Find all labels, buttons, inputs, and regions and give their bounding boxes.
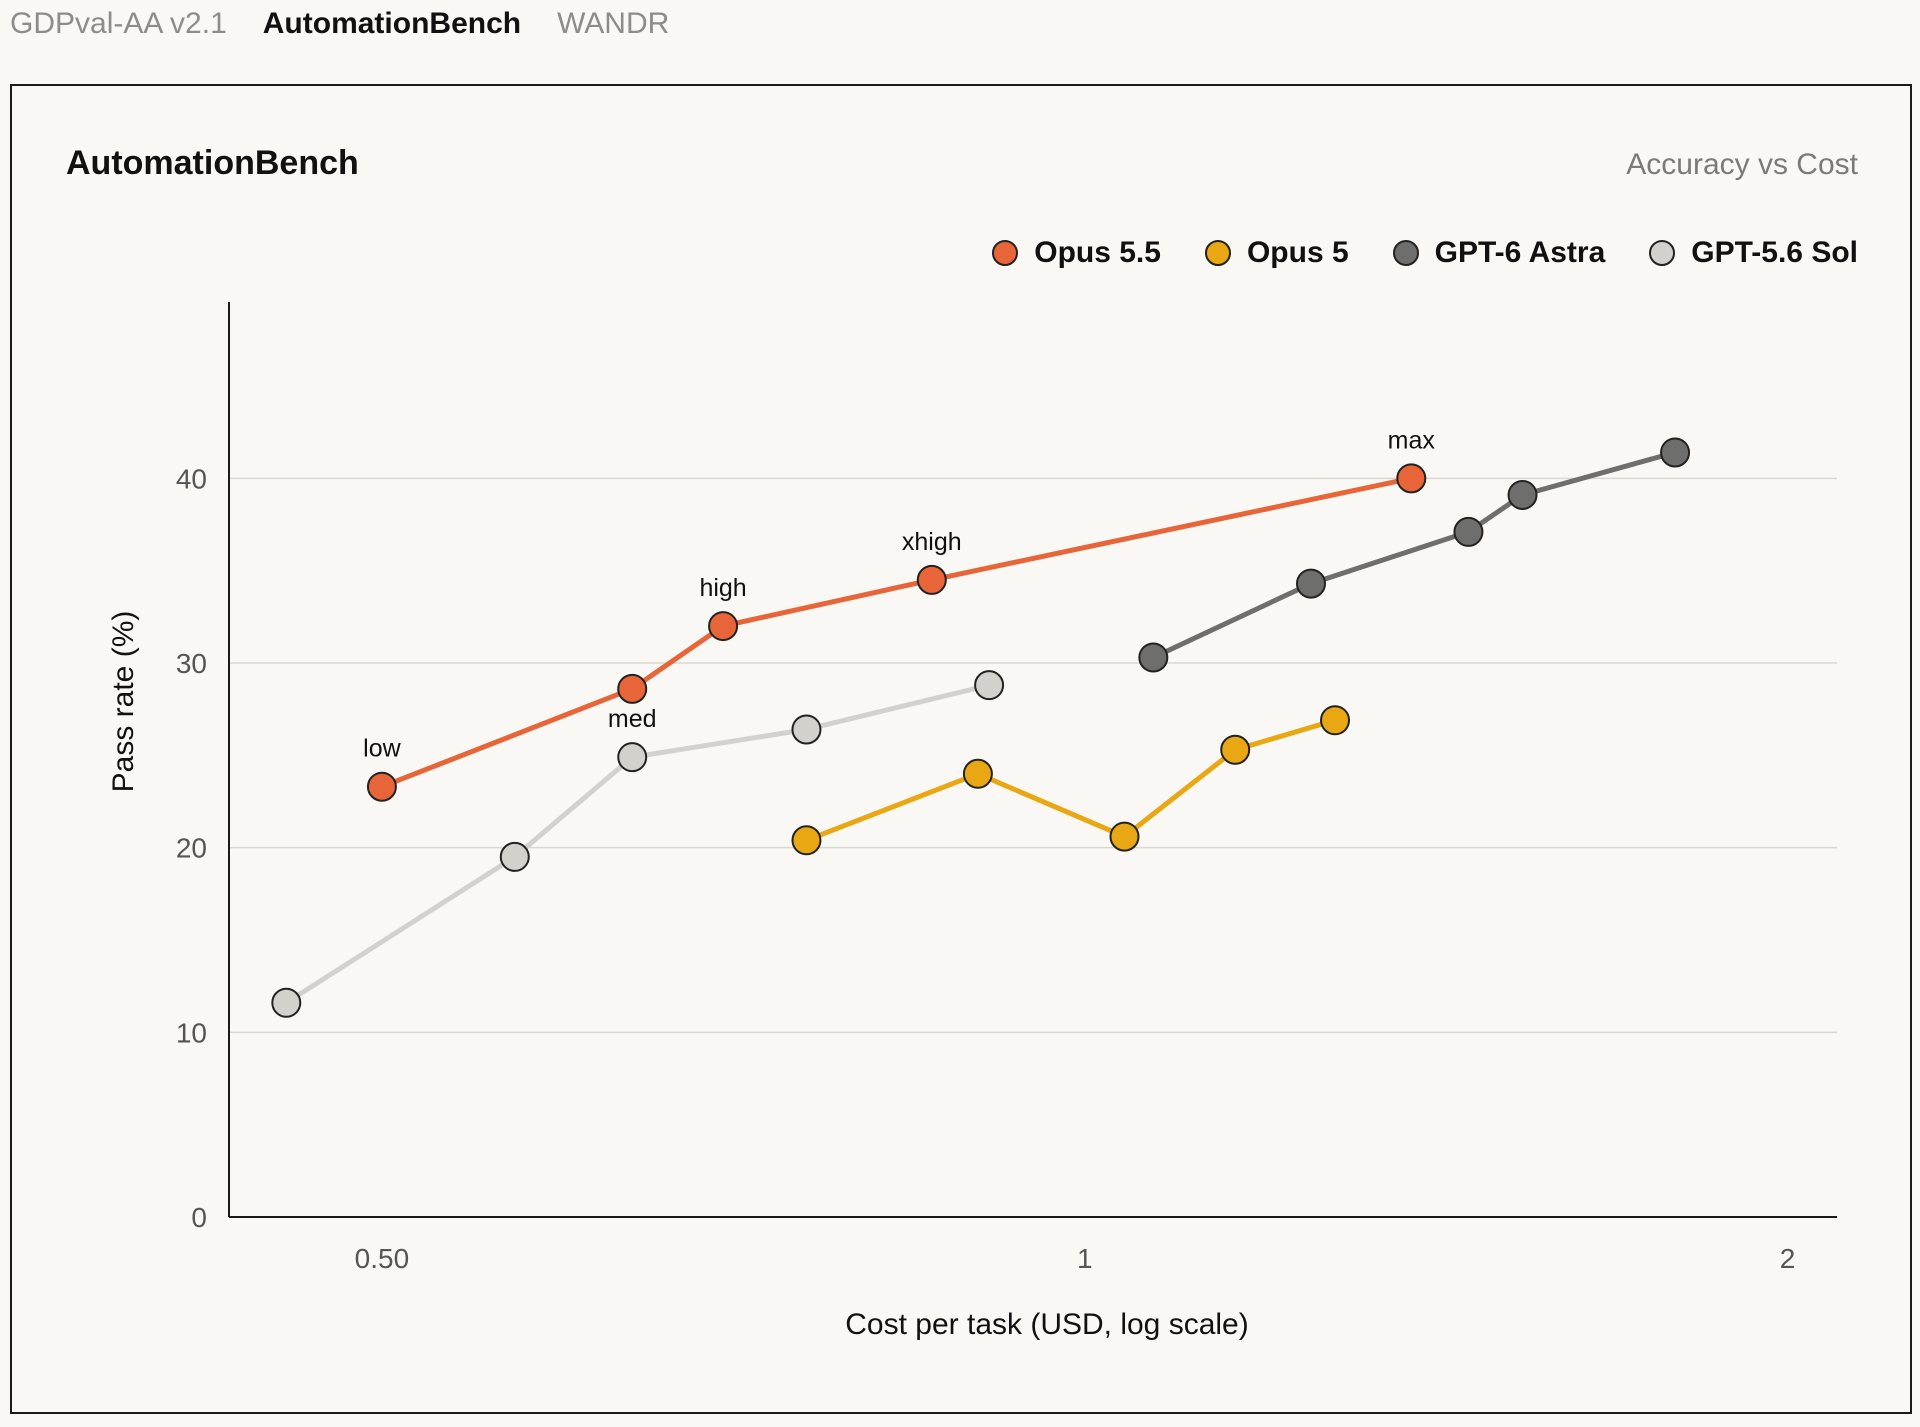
data-point <box>791 714 822 745</box>
point-label: low <box>363 735 401 763</box>
data-point <box>366 771 397 802</box>
data-point <box>791 825 822 856</box>
chart-title: AutomationBench <box>66 144 359 182</box>
data-point <box>974 670 1005 701</box>
series-line <box>805 717 1336 843</box>
x-axis-title: Cost per task (USD, log scale) <box>845 1308 1248 1341</box>
data-point <box>617 742 648 773</box>
data-point <box>708 611 739 642</box>
legend-marker-icon <box>1649 240 1676 266</box>
chart-card: AutomationBench Accuracy vs Cost Opus 5.… <box>10 84 1912 1414</box>
data-point <box>1295 568 1326 599</box>
data-point <box>916 564 947 595</box>
x-tick-label: 0.50 <box>355 1243 410 1274</box>
data-point <box>1453 516 1484 547</box>
legend-item-opus-5[interactable]: Opus 5 <box>1204 236 1349 270</box>
tab-automationbench[interactable]: AutomationBench <box>262 7 522 40</box>
point-label: med <box>608 705 657 733</box>
legend-item-opus-5-5[interactable]: Opus 5.5 <box>992 236 1161 270</box>
chart-legend: Opus 5.5 Opus 5 GPT-6 Astra GPT-5.6 Sol <box>992 236 1858 270</box>
x-tick-label: 2 <box>1780 1243 1796 1274</box>
legend-label: Opus 5.5 <box>1034 236 1161 269</box>
legend-label: GPT-6 Astra <box>1434 236 1606 269</box>
tab-gdpval[interactable]: GDPval-AA v2.1 <box>10 7 227 40</box>
y-tick-label: 30 <box>176 648 207 679</box>
data-point <box>271 987 302 1018</box>
point-label: high <box>699 574 746 602</box>
legend-item-gpt-5-6-sol[interactable]: GPT-5.6 Sol <box>1649 236 1858 270</box>
legend-marker-icon <box>1204 240 1231 266</box>
point-label: max <box>1388 426 1436 454</box>
data-point <box>499 841 530 872</box>
y-tick-label: 20 <box>176 833 207 864</box>
data-point <box>1320 705 1351 736</box>
y-tick-label: 40 <box>176 463 207 494</box>
data-point <box>1109 821 1140 852</box>
data-point <box>1507 479 1538 510</box>
legend-marker-icon <box>1392 240 1419 266</box>
x-tick-label: 1 <box>1077 1243 1093 1274</box>
chart-subtitle: Accuracy vs Cost <box>1626 148 1858 181</box>
y-axis-title: Pass rate (%) <box>107 611 140 793</box>
legend-marker-icon <box>992 240 1019 266</box>
data-point <box>962 758 993 789</box>
y-tick-label: 10 <box>176 1017 207 1048</box>
y-tick-label: 0 <box>191 1202 207 1233</box>
data-point <box>1396 463 1427 494</box>
legend-label: Opus 5 <box>1246 236 1349 269</box>
point-label: xhigh <box>902 528 962 556</box>
benchmark-tabs: GDPval-AA v2.1 AutomationBench WANDR <box>10 0 669 48</box>
data-point <box>1138 642 1169 673</box>
tab-wandr[interactable]: WANDR <box>557 7 670 40</box>
data-point <box>617 673 648 704</box>
legend-label: GPT-5.6 Sol <box>1691 236 1858 269</box>
data-point <box>1660 437 1691 468</box>
chart-plot: 0 10 20 30 40 0.50 1 2 Cost per task (USD, log s… <box>107 302 1837 1341</box>
legend-item-gpt-6-astra[interactable]: GPT-6 Astra <box>1392 236 1606 270</box>
data-point <box>1220 734 1251 765</box>
series-line <box>381 475 1412 790</box>
